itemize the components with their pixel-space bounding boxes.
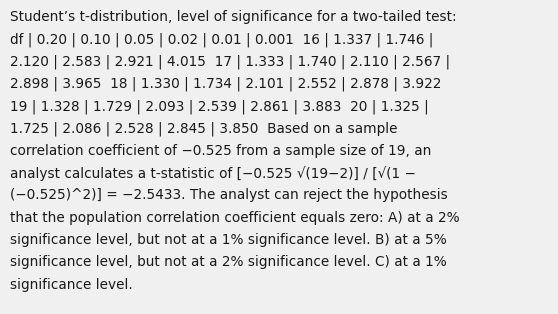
Text: df | 0.20 | 0.10 | 0.05 | 0.02 | 0.01 | 0.001  16 | 1.337 | 1.746 |: df | 0.20 | 0.10 | 0.05 | 0.02 | 0.01 | … [10,32,434,47]
Text: analyst calculates a t-statistic of [−0.525 √(19−2)] / [√(1 −: analyst calculates a t-statistic of [−0.… [10,166,416,181]
Text: (−0.525)^2)] = −2.5433. The analyst can reject the hypothesis: (−0.525)^2)] = −2.5433. The analyst can … [10,188,448,203]
Text: significance level, but not at a 2% significance level. C) at a 1%: significance level, but not at a 2% sign… [10,255,447,269]
Text: Student’s t-distribution, level of significance for a two-tailed test:: Student’s t-distribution, level of signi… [10,10,456,24]
Text: significance level, but not at a 1% significance level. B) at a 5%: significance level, but not at a 1% sign… [10,233,447,247]
Text: 19 | 1.328 | 1.729 | 2.093 | 2.539 | 2.861 | 3.883  20 | 1.325 |: 19 | 1.328 | 1.729 | 2.093 | 2.539 | 2.8… [10,99,429,114]
Text: correlation coefficient of −0.525 from a sample size of 19, an: correlation coefficient of −0.525 from a… [10,144,431,158]
Text: 2.898 | 3.965  18 | 1.330 | 1.734 | 2.101 | 2.552 | 2.878 | 3.922: 2.898 | 3.965 18 | 1.330 | 1.734 | 2.101… [10,77,441,91]
Text: significance level.: significance level. [10,278,133,292]
Text: 1.725 | 2.086 | 2.528 | 2.845 | 3.850  Based on a sample: 1.725 | 2.086 | 2.528 | 2.845 | 3.850 Ba… [10,122,397,136]
Text: that the population correlation coefficient equals zero: A) at a 2%: that the population correlation coeffici… [10,211,460,225]
Text: 2.120 | 2.583 | 2.921 | 4.015  17 | 1.333 | 1.740 | 2.110 | 2.567 |: 2.120 | 2.583 | 2.921 | 4.015 17 | 1.333… [10,55,450,69]
